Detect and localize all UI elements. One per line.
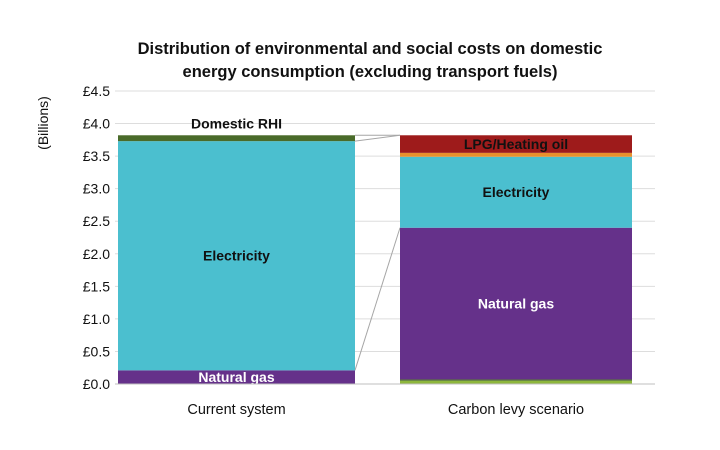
connector-line	[354, 227, 401, 371]
category-label: Current system	[187, 402, 285, 418]
y-tick-label: £4.5	[83, 83, 110, 99]
bar-segment	[400, 156, 632, 228]
y-tick-label: £4.0	[83, 116, 110, 132]
bar-segment	[118, 141, 355, 371]
segment-label: Electricity	[203, 248, 270, 264]
y-axis-title: (Billions)	[35, 96, 51, 150]
bar-segment	[400, 152, 632, 157]
bar-segment	[400, 379, 632, 381]
y-tick-label: £0.0	[83, 376, 110, 392]
segment-label: LPG/Heating oil	[464, 136, 568, 152]
bar-segment	[118, 135, 355, 142]
bar-segment	[400, 227, 632, 380]
connector-line	[354, 134, 401, 142]
segment-label: Domestic RHI	[191, 115, 282, 131]
y-tick-label: £2.5	[83, 213, 110, 229]
y-tick-label: £0.5	[83, 343, 110, 359]
y-tick-label: £1.0	[83, 311, 110, 327]
y-tick-label: £3.5	[83, 148, 110, 164]
category-label: Carbon levy scenario	[448, 402, 584, 418]
y-tick-label: £1.5	[83, 278, 110, 294]
segment-label: Electricity	[483, 184, 550, 200]
y-tick-label: £3.0	[83, 181, 110, 197]
y-tick-label: £2.0	[83, 246, 110, 262]
segment-label: Natural gas	[478, 296, 554, 312]
chart-title: Distribution of environmental and social…	[70, 38, 670, 84]
segment-label: Natural gas	[198, 369, 274, 385]
bar-segment	[118, 370, 355, 384]
chart-title-line-2: energy consumption (excluding transport …	[182, 63, 558, 81]
bar-segment	[400, 135, 632, 153]
chart-title-line-1: Distribution of environmental and social…	[137, 40, 603, 58]
bar-segment	[400, 380, 632, 384]
